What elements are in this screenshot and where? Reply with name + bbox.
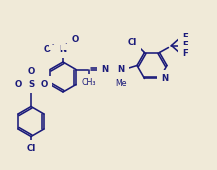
- Text: F: F: [183, 49, 188, 58]
- Text: S: S: [28, 80, 34, 89]
- Text: CH₃: CH₃: [82, 78, 96, 87]
- Text: -: -: [52, 41, 54, 47]
- Text: O: O: [40, 80, 48, 89]
- Text: F: F: [183, 33, 188, 42]
- Text: +: +: [64, 41, 70, 47]
- Text: Cl: Cl: [26, 144, 36, 153]
- Text: F: F: [183, 41, 188, 50]
- Text: Me: Me: [115, 79, 127, 88]
- Text: N: N: [117, 65, 125, 74]
- Text: O: O: [43, 45, 51, 54]
- Text: N: N: [101, 65, 108, 74]
- Text: N: N: [161, 74, 168, 83]
- Text: O: O: [27, 67, 35, 76]
- Text: O: O: [14, 80, 22, 89]
- Text: O: O: [71, 35, 79, 44]
- Text: Cl: Cl: [128, 38, 137, 47]
- Text: N: N: [59, 45, 67, 54]
